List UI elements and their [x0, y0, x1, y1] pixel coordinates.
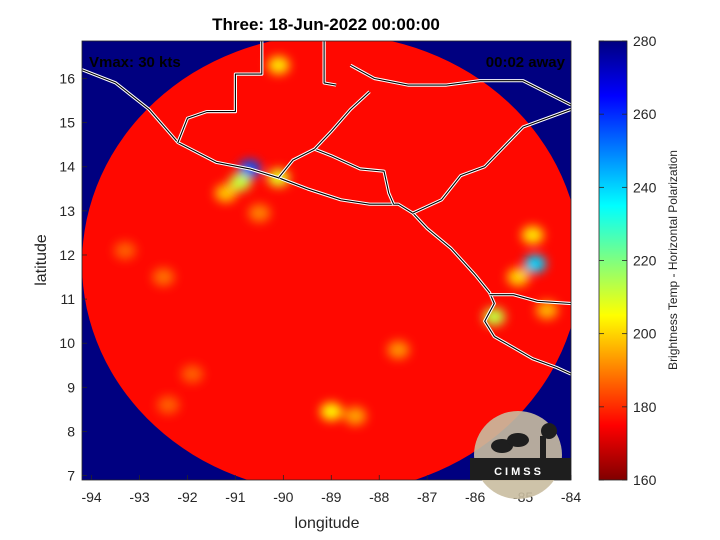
- x-tick-label: -92: [177, 489, 197, 505]
- colorbar-tick-label: 260: [633, 106, 657, 122]
- colorbar-tick-label: 240: [633, 179, 657, 195]
- y-axis-label: latitude: [33, 234, 50, 286]
- logo-tank: [541, 423, 557, 439]
- chart-title: Three: 18-Jun-2022 00:00:00: [212, 15, 440, 34]
- brightness-feature: [152, 268, 175, 287]
- brightness-feature: [387, 340, 410, 359]
- logo-band: [470, 458, 571, 480]
- microwave-swath: [82, 41, 571, 480]
- brightness-feature: [114, 241, 137, 260]
- nicaragua-cr-border-line: [489, 294, 571, 305]
- gt-sv-border-line: [278, 148, 315, 179]
- y-tick-label: 15: [59, 115, 75, 131]
- y-tick-label: 11: [60, 291, 75, 307]
- logo-text: CIMSS: [494, 466, 544, 478]
- y-tick-label: 16: [59, 71, 75, 87]
- x-tick-label: -93: [129, 489, 149, 505]
- logo-tower: [540, 436, 546, 460]
- guatemala-mexico-border-line: [177, 41, 263, 143]
- gt-hn-border-line: [314, 91, 370, 150]
- brightness-feature: [267, 56, 290, 75]
- vmax-annotation: Vmax: 30 kts: [89, 54, 181, 71]
- logo-dish-left: [491, 439, 513, 453]
- y-tick-labels: 7 8 9 10 11 12 13 14 15 16: [59, 71, 87, 484]
- brightness-feature: [157, 395, 180, 414]
- cimss-logo: CIMSS: [470, 411, 571, 499]
- x-tick-label: -94: [81, 489, 101, 505]
- plot-area: -94-93-92-91-90-89-88-87-86-85-84 789101…: [59, 40, 581, 505]
- y-tick-label: 7: [67, 468, 75, 484]
- brightness-feature: [507, 268, 530, 287]
- brightness-feature: [536, 301, 559, 320]
- colorbar-tick-label: 180: [633, 399, 657, 415]
- y-tick-label: 13: [59, 203, 75, 219]
- time-away-annotation: 00:02 away: [486, 54, 566, 71]
- y-tick-label: 8: [67, 423, 75, 439]
- x-tick-label: -87: [417, 489, 437, 505]
- brightness-feature: [248, 204, 271, 223]
- colorbar-tick-label: 280: [633, 33, 657, 49]
- sv-hn-border-line: [314, 148, 395, 205]
- y-tick-label: 9: [67, 379, 75, 395]
- brightness-feature: [229, 173, 252, 192]
- colorbar-tick-label: 200: [633, 326, 657, 342]
- colorbar-tick-label: 160: [633, 472, 657, 488]
- colorbar-tick-label: 220: [633, 253, 657, 269]
- y-tick-label: 14: [59, 159, 75, 175]
- x-tick-label: -91: [225, 489, 245, 505]
- colorbar-ticks: 160 180 200 220 240 260 280: [599, 33, 657, 488]
- colorbar: 160 180 200 220 240 260 280 Brightness Temp - …: [598, 33, 680, 488]
- swath-disc: [82, 41, 571, 480]
- coastlines: [82, 41, 571, 376]
- x-tick-label: -89: [321, 489, 341, 505]
- caribbean-coast-line: [350, 64, 571, 106]
- hn-ni-border-line: [412, 108, 571, 214]
- axes-frame: [81, 40, 572, 481]
- x-tick-label: -88: [369, 489, 389, 505]
- logo-dish-right: [507, 433, 529, 447]
- x-tick-label: -84: [561, 489, 581, 505]
- brightness-feature: [344, 407, 367, 426]
- brightness-feature: [521, 226, 544, 245]
- brightness-feature: [181, 365, 204, 384]
- x-tick-label: -86: [465, 489, 485, 505]
- guatemala-belize-border-line: [323, 41, 337, 86]
- brightness-feature: [320, 402, 343, 421]
- colorbar-label: Brightness Temp - Horizontal Polarizatio…: [666, 150, 680, 370]
- x-axis-label: longitude: [295, 515, 360, 532]
- brightness-feature: [214, 184, 237, 203]
- y-tick-label: 10: [59, 335, 75, 351]
- x-tick-label: -90: [273, 489, 293, 505]
- y-tick-label: 12: [59, 247, 75, 263]
- brightness-feature: [524, 254, 547, 273]
